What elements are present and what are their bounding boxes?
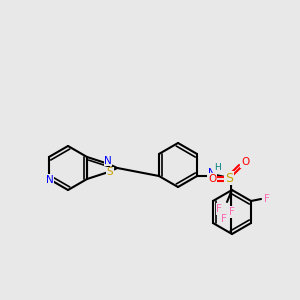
- Text: F: F: [216, 204, 222, 214]
- Text: F: F: [221, 214, 227, 224]
- Text: N: N: [46, 175, 54, 185]
- Text: N: N: [104, 156, 112, 166]
- Text: S: S: [225, 172, 233, 184]
- Text: F: F: [264, 194, 270, 204]
- Text: O: O: [208, 174, 216, 184]
- Text: N: N: [208, 168, 216, 178]
- Text: O: O: [241, 157, 249, 167]
- Text: H: H: [214, 164, 220, 172]
- Text: F: F: [229, 207, 235, 217]
- Text: S: S: [107, 167, 113, 177]
